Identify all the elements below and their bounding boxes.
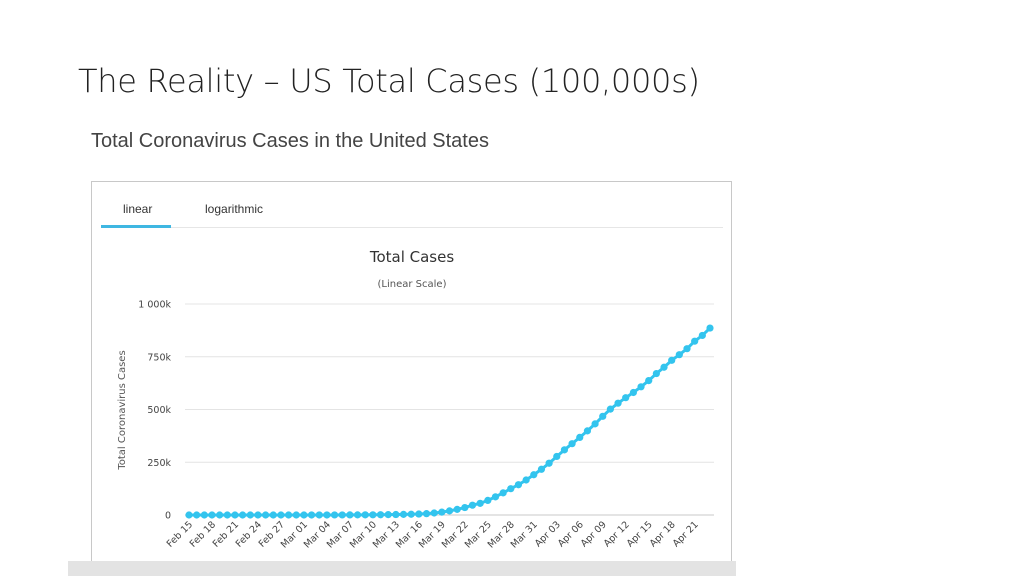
data-point — [223, 511, 231, 519]
active-tab-indicator — [101, 225, 171, 228]
data-point — [415, 510, 423, 518]
series-line — [187, 326, 712, 517]
data-point — [622, 394, 630, 402]
data-point — [193, 511, 201, 519]
gridlines — [185, 303, 714, 516]
data-point — [606, 405, 614, 413]
data-point — [537, 465, 546, 473]
data-point — [629, 388, 637, 397]
data-point — [507, 485, 515, 493]
y-axis-ticks: 0 250k 500k 750k 1 000k — [138, 300, 171, 522]
data-point — [262, 511, 270, 519]
data-point — [338, 511, 346, 519]
data-point — [277, 511, 285, 519]
chart-heading: Total Coronavirus Cases in the United St… — [91, 130, 489, 152]
data-point — [376, 511, 385, 519]
data-point — [323, 511, 331, 519]
tab-linear[interactable]: linear — [123, 202, 153, 216]
data-point — [185, 511, 193, 519]
data-point — [668, 356, 676, 364]
data-point — [599, 412, 607, 420]
data-point — [200, 511, 208, 519]
data-point — [430, 509, 438, 517]
series-points — [185, 324, 714, 519]
data-point — [591, 420, 599, 428]
data-point — [346, 511, 354, 519]
y-tick-label: 750k — [147, 352, 171, 363]
data-point — [645, 376, 653, 385]
chart-panel: linear logarithmic — [91, 181, 732, 576]
data-point — [545, 459, 553, 467]
data-point — [652, 369, 660, 378]
data-point — [637, 383, 645, 391]
data-point — [576, 433, 584, 441]
data-point — [683, 345, 691, 353]
y-tick-label: 250k — [147, 458, 171, 469]
data-point — [522, 476, 530, 484]
data-point — [491, 493, 500, 501]
data-point — [422, 510, 431, 518]
data-point — [675, 351, 683, 359]
data-point — [361, 511, 369, 519]
data-point — [691, 337, 699, 345]
data-point — [614, 399, 622, 407]
data-point — [445, 507, 454, 515]
data-point — [468, 501, 477, 509]
data-point — [476, 499, 484, 507]
data-point — [499, 489, 507, 497]
data-point — [660, 363, 668, 371]
data-point — [353, 511, 362, 519]
chart-subtitle: (Linear Scale) — [378, 279, 447, 290]
chart-title: Total Cases — [369, 248, 455, 266]
data-point — [560, 446, 569, 454]
data-point — [514, 481, 523, 489]
data-point — [453, 505, 461, 513]
data-point — [583, 427, 592, 435]
data-point — [384, 511, 392, 519]
data-point — [246, 511, 254, 519]
data-point — [553, 452, 561, 461]
data-point — [407, 510, 415, 518]
data-point — [216, 511, 224, 519]
data-point — [254, 511, 262, 519]
y-tick-label: 1 000k — [138, 300, 171, 311]
tab-logarithmic[interactable]: logarithmic — [205, 202, 264, 216]
slide-title: The Reality – US Total Cases (100,000s) — [78, 62, 700, 100]
data-point — [369, 511, 377, 519]
series-line-path — [187, 326, 712, 517]
data-point — [399, 510, 408, 518]
data-point — [530, 471, 538, 479]
data-point — [239, 511, 247, 519]
data-point — [568, 440, 576, 448]
data-point — [285, 511, 293, 519]
data-point — [292, 511, 300, 519]
data-point — [300, 511, 308, 519]
data-point — [269, 511, 277, 519]
scale-tabs: linear logarithmic — [101, 182, 723, 228]
data-point — [438, 508, 446, 516]
y-tick-label: 500k — [147, 405, 171, 416]
y-tick-label: 0 — [165, 511, 171, 522]
data-point — [315, 511, 323, 519]
data-point — [461, 503, 469, 512]
y-axis-label: Total Coronavirus Cases — [117, 350, 128, 470]
data-point — [330, 511, 339, 519]
data-point — [307, 511, 316, 519]
data-point — [208, 511, 216, 519]
horizontal-scrollbar[interactable] — [68, 561, 736, 576]
x-tick-label: Apr 21 — [671, 519, 701, 549]
data-point — [706, 324, 714, 332]
data-point — [484, 496, 492, 504]
data-point — [698, 331, 706, 340]
data-point — [392, 510, 400, 519]
data-point — [231, 511, 239, 519]
